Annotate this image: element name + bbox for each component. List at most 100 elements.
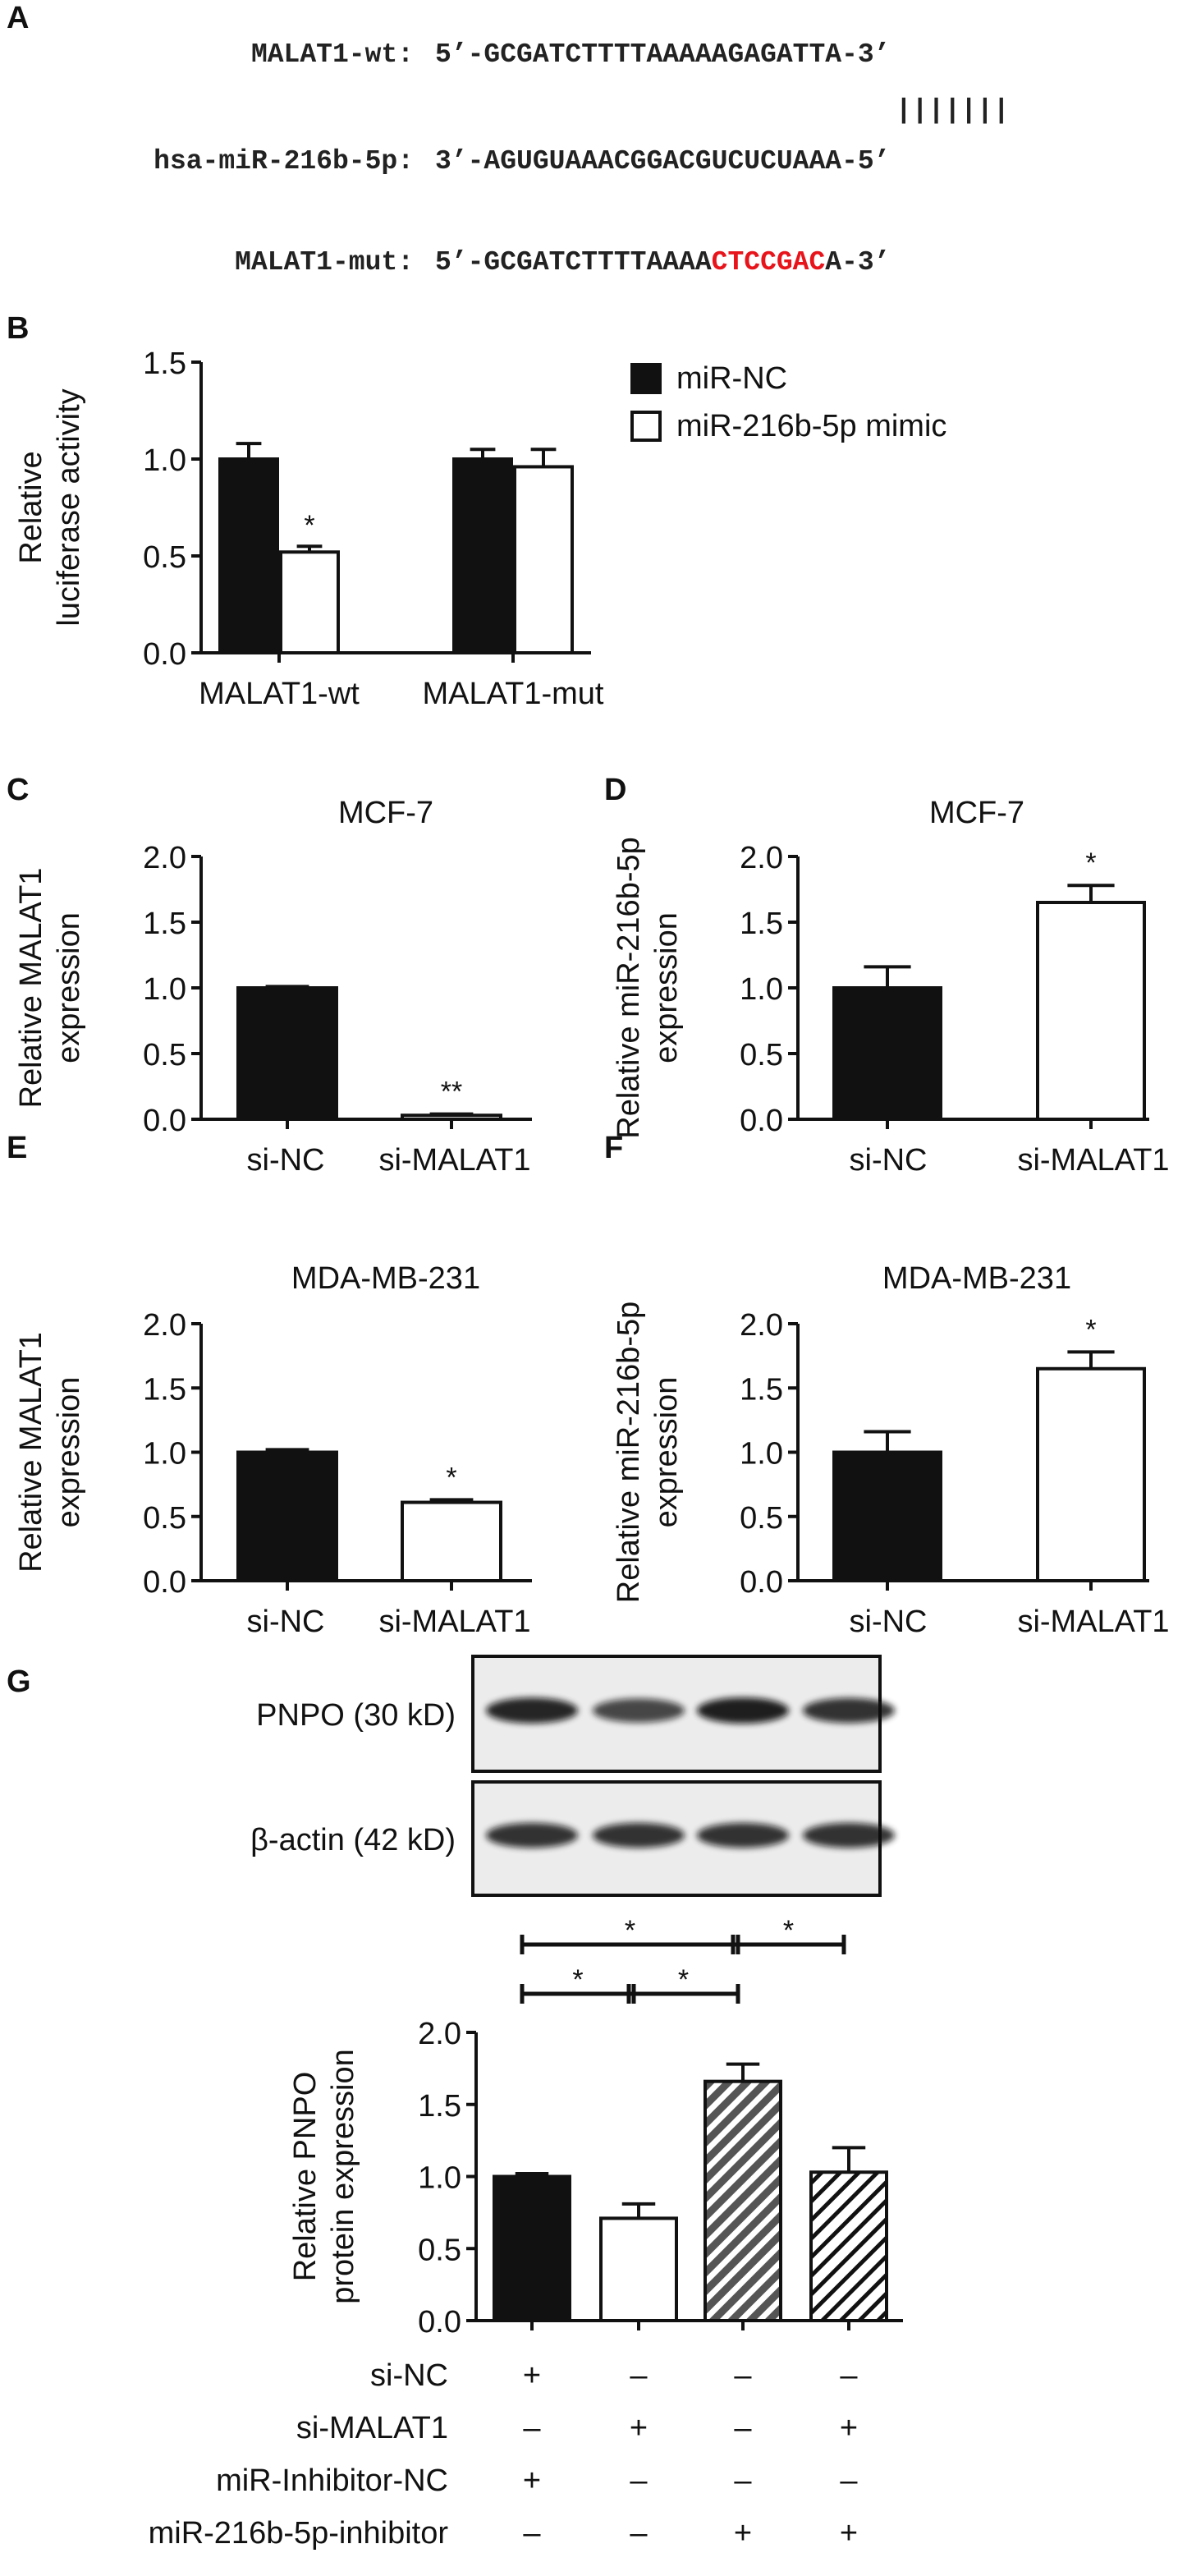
- panel-f: F 0.0 0.5 1.0 1.5 2.0 Relative miR-216b-5p exp…: [604, 1131, 1170, 1639]
- y-tick-label: 1.5: [418, 2089, 461, 2124]
- y-tick-label: 0.5: [143, 540, 186, 575]
- y-tick-label: 0.0: [418, 2305, 461, 2340]
- y-axis-label: Relative miR-216b-5p: [612, 837, 646, 1139]
- panel-label-f: F: [604, 1131, 623, 1165]
- condition-mark: –: [734, 2358, 752, 2393]
- mut-seq-prefix: 5’-GCGATCTTTTAAAA: [435, 247, 712, 278]
- y-axis-label: luciferase activity: [52, 388, 86, 626]
- chart-e: 0.0 0.5 1.0 1.5 2.0 Relative MALAT1 expression…: [14, 1261, 532, 1639]
- blot-band: [486, 1822, 578, 1848]
- mut-seq-suffix: A-3’: [825, 247, 890, 278]
- chart-f: 0.0 0.5 1.0 1.5 2.0 Relative miR-216b-5p expre…: [612, 1261, 1170, 1639]
- condition-mark: –: [523, 2516, 541, 2551]
- panel-d: D 0.0 0.5 1.0 1.5 2.0 Relative miR-216b-5p exp…: [604, 773, 1170, 1178]
- y-tick-label: 1.5: [740, 907, 783, 941]
- western-blot: PNPO (30 kD) β-actin (42 kD): [250, 1655, 895, 1897]
- significance-label: *: [678, 1964, 689, 1995]
- condition-mark: –: [840, 2464, 858, 2498]
- blot-band: [593, 1698, 685, 1723]
- y-axis-label: expression: [52, 912, 86, 1063]
- chart-b: 0.0 0.5 1.0 1.5 Relative luciferase activity M…: [14, 347, 946, 711]
- y-tick-label: 1.0: [143, 1437, 186, 1472]
- chart-title: MDA-MB-231: [882, 1261, 1071, 1296]
- y-tick-label: 1.5: [143, 347, 186, 381]
- bar: [236, 1450, 338, 1582]
- bar: [1036, 901, 1146, 1121]
- y-tick-label: 2.0: [740, 1308, 783, 1343]
- legend-label: miR-NC: [676, 361, 787, 396]
- y-axis-label: protein expression: [326, 2049, 360, 2304]
- condition-mark: +: [840, 2516, 858, 2551]
- y-tick-label: 0.0: [143, 1565, 186, 1600]
- blot-row-label: β-actin (42 kD): [250, 1823, 456, 1857]
- significance-label: *: [572, 1964, 583, 1995]
- blot-band: [486, 1697, 578, 1724]
- y-axis-label: expression: [649, 1377, 684, 1528]
- panel-label-d: D: [604, 773, 626, 807]
- panel-c: C 0.0 0.5 1.0 1.5 2.0 Relative MALAT1 expressi…: [7, 773, 532, 1178]
- significance-label: **: [441, 1077, 462, 1108]
- significance-label: *: [783, 1915, 794, 1946]
- significance-label: *: [304, 510, 314, 541]
- y-tick-label: 2.0: [143, 841, 186, 875]
- y-tick-label: 1.5: [143, 907, 186, 941]
- x-tick-label: MALAT1-wt: [199, 677, 360, 711]
- y-axis-label: Relative: [14, 451, 48, 563]
- y-tick-label: 1.5: [143, 1372, 186, 1407]
- x-tick-label: si-NC: [247, 1143, 325, 1178]
- chart-title: MCF-7: [338, 796, 433, 830]
- blot-band: [803, 1822, 895, 1848]
- bar: [599, 2216, 678, 2323]
- condition-mark: +: [630, 2411, 648, 2445]
- wt-name: MALAT1-wt:: [251, 39, 414, 70]
- bar: [809, 2170, 888, 2323]
- y-tick-label: 2.0: [740, 841, 783, 875]
- y-tick-label: 1.0: [143, 443, 186, 478]
- y-tick-label: 0.0: [143, 1104, 186, 1138]
- y-tick-label: 2.0: [143, 1308, 186, 1343]
- base-pairing-lines: |||||||: [896, 95, 1010, 126]
- wt-sequence: 5’-GCGATCTTTTAAAAAGAGATTA-3’: [435, 39, 891, 70]
- legend-swatch: [630, 363, 662, 394]
- mirna-sequence: 3’-AGUGUAAACGGACGUCUCUAAA-5’: [435, 146, 891, 177]
- y-tick-label: 0.5: [143, 1501, 186, 1536]
- y-axis-label: Relative MALAT1: [14, 1332, 48, 1573]
- blot-band: [697, 1822, 789, 1848]
- y-tick-label: 1.0: [740, 972, 783, 1007]
- y-tick-label: 2.0: [418, 2017, 461, 2051]
- blot-band: [803, 1697, 895, 1724]
- chart-g: 0.0 0.5 1.0 1.5 2.0 Relative PNPO protein expr…: [149, 1915, 903, 2551]
- y-tick-label: 0.0: [740, 1104, 783, 1138]
- condition-mark: +: [840, 2411, 858, 2445]
- chart-c: 0.0 0.5 1.0 1.5 2.0 Relative MALAT1 expression…: [14, 796, 532, 1178]
- significance-label: *: [1085, 847, 1096, 879]
- y-tick-label: 1.0: [740, 1437, 783, 1472]
- x-tick-label: si-MALAT1: [1017, 1605, 1169, 1639]
- x-tick-label: si-MALAT1: [1017, 1143, 1169, 1178]
- bar: [493, 2174, 571, 2322]
- condition-mark: +: [734, 2516, 752, 2551]
- mut-name: MALAT1-mut:: [235, 247, 414, 278]
- y-axis-label: expression: [649, 912, 684, 1063]
- chart-title: MDA-MB-231: [291, 1261, 480, 1296]
- condition-mark: –: [523, 2411, 541, 2445]
- bar: [703, 2079, 782, 2322]
- panel-b: B 0.0 0.5 1.0 1.5 Relative luciferase activit…: [7, 311, 946, 711]
- bar: [401, 1114, 502, 1121]
- legend-label: miR-216b-5p mimic: [676, 409, 946, 443]
- y-tick-label: 1.0: [143, 972, 186, 1007]
- y-axis-label: Relative miR-216b-5p: [612, 1302, 646, 1604]
- panel-label-b: B: [7, 311, 29, 346]
- bar: [832, 986, 942, 1121]
- x-tick-label: si-NC: [247, 1605, 325, 1639]
- y-tick-label: 0.5: [143, 1038, 186, 1072]
- y-axis-label: Relative MALAT1: [14, 868, 48, 1109]
- y-tick-label: 1.0: [418, 2161, 461, 2196]
- condition-mark: –: [630, 2464, 648, 2498]
- blot-row-label: PNPO (30 kD): [256, 1698, 456, 1733]
- y-tick-label: 0.5: [740, 1501, 783, 1536]
- y-tick-label: 0.5: [418, 2233, 461, 2267]
- condition-mark: –: [734, 2464, 752, 2498]
- legend-swatch: [630, 411, 662, 442]
- significance-label: *: [446, 1462, 456, 1493]
